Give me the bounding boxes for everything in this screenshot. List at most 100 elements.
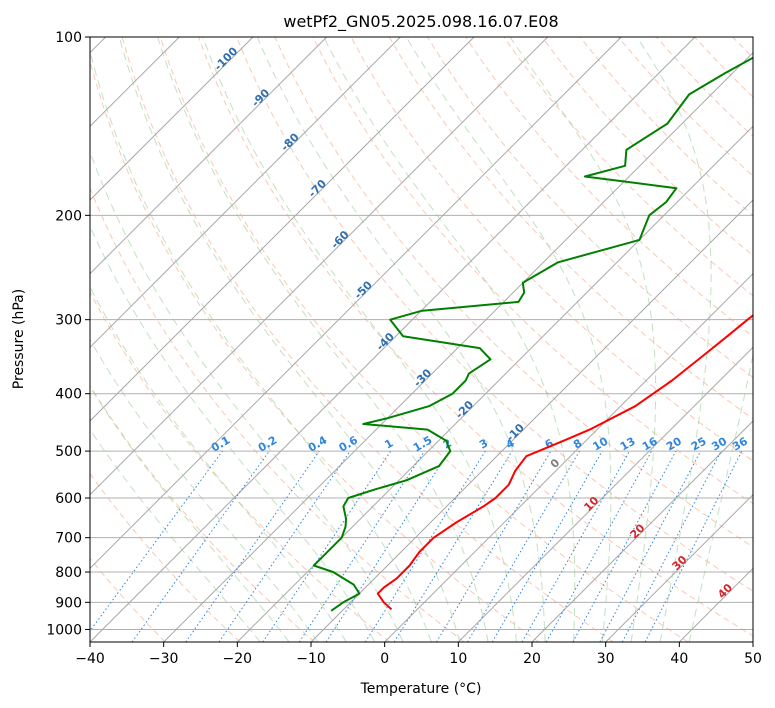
isotherm-label: -80	[279, 130, 302, 153]
moist-adiabat-line	[509, 37, 657, 642]
dry-adiabat-line	[236, 37, 753, 592]
dry-adiabat-line	[90, 291, 390, 642]
mixing-ratio-line	[218, 450, 351, 642]
y-axis-label: Pressure (hPa)	[11, 289, 27, 389]
isotherm-label: -30	[411, 366, 434, 389]
x-axis-ticks: −40 −30 −20 −10 0 10 20 30 40 50	[75, 642, 762, 667]
isotherm-label: -40	[374, 330, 397, 353]
x-tick-label: 30	[597, 651, 615, 667]
isotherm-line	[310, 199, 753, 642]
mixing-ratio-line	[435, 450, 552, 642]
isotherm-line	[90, 37, 254, 201]
dry-adiabat-line	[121, 37, 614, 642]
mixing-ratio-line	[644, 450, 743, 642]
x-tick-label: −30	[149, 651, 179, 667]
isotherm-line	[236, 125, 753, 642]
dry-adiabat-line	[732, 37, 753, 59]
moist-adiabat-line	[636, 37, 712, 642]
isotherm-line	[531, 420, 753, 642]
plot-frame	[89, 36, 754, 643]
mixing-ratio-label: 3	[477, 437, 490, 452]
isotherm-label: 40	[715, 581, 735, 601]
x-tick-label: 20	[523, 651, 541, 667]
mixing-ratio-label: 1	[382, 437, 395, 452]
temperature-profile-line	[376, 314, 753, 611]
x-tick-label: 50	[744, 651, 762, 667]
dry-adiabat-line	[90, 472, 241, 642]
dry-adiabat-line	[656, 37, 753, 138]
moist-adiabat-line	[90, 49, 432, 642]
moist-adiabat-line	[90, 338, 319, 642]
mixing-ratio-line	[545, 450, 653, 642]
isotherm-line	[90, 37, 475, 422]
dry-adiabat-line	[771, 37, 775, 642]
x-tick-label: −40	[75, 651, 105, 667]
dry-adiabat-line	[426, 37, 753, 378]
dry-adiabat-line	[90, 59, 540, 642]
line-annotations: -100-90-80-70-60-50-40-30-20-10010203040…	[209, 44, 750, 601]
y-tick-label: 1000	[46, 622, 82, 638]
moist-adiabat-line	[323, 37, 576, 642]
isotherm-label: -70	[306, 177, 329, 200]
dry-adiabat-line	[90, 384, 316, 642]
isotherm-label: -100	[212, 44, 241, 73]
y-tick-label: 800	[55, 565, 82, 581]
mixing-ratio-line	[599, 450, 701, 642]
isotherm-label: -50	[352, 278, 375, 301]
dry-adiabat-line	[465, 37, 753, 338]
mixing-ratio-line	[185, 450, 320, 642]
isotherm-label: 0	[548, 456, 563, 471]
isotherm-line	[90, 37, 696, 642]
background-lines	[90, 37, 775, 642]
isotherm-line	[678, 567, 753, 642]
y-tick-label: 300	[55, 313, 82, 329]
moist-adiabat-line	[688, 352, 753, 642]
mixing-ratio-line	[325, 450, 450, 642]
y-tick-label: 900	[55, 595, 82, 611]
moist-adiabat-line	[202, 37, 517, 642]
mixing-ratio-line	[621, 450, 722, 642]
moist-adiabat-line	[157, 37, 489, 642]
x-axis-label: Temperature (°C)	[360, 681, 482, 697]
chart-title: wetPf2_GN05.2025.098.16.07.E08	[283, 12, 558, 32]
y-tick-label: 600	[55, 491, 82, 507]
y-axis-ticks: 100 200 300 400 500 600 700 800 900 1000	[46, 30, 90, 638]
x-tick-label: 10	[449, 651, 467, 667]
x-tick-label: 0	[380, 651, 389, 667]
isotherm-label: 10	[581, 494, 601, 514]
dry-adiabat-line	[503, 37, 753, 297]
isotherm-label: -20	[453, 398, 476, 421]
y-tick-label: 200	[55, 208, 82, 224]
isotherm-line	[90, 37, 328, 275]
dewpoint-profile-line	[312, 56, 753, 612]
mixing-ratio-line	[90, 450, 223, 632]
data-series	[312, 56, 753, 612]
dry-adiabat-line	[274, 37, 753, 548]
mixing-ratio-line	[131, 450, 270, 642]
mixing-ratio-line	[393, 450, 513, 642]
isotherm-line	[457, 346, 753, 642]
isotherm-line	[90, 37, 401, 349]
x-tick-label: −20	[223, 651, 253, 667]
moist-adiabat-line	[90, 225, 376, 642]
y-tick-label: 100	[55, 30, 82, 46]
isotherm-line	[90, 37, 549, 496]
dry-adiabat-line	[541, 37, 753, 257]
moist-adiabat-line	[90, 385, 290, 642]
dry-adiabat-line	[350, 37, 753, 462]
moist-adiabat-line	[256, 37, 546, 642]
dry-adiabat-line	[159, 37, 689, 642]
moist-adiabat-line	[405, 37, 612, 642]
isotherm-line	[90, 37, 622, 570]
isotherm-line	[752, 641, 753, 642]
mixing-ratio-line	[467, 450, 580, 642]
isotherm-line	[384, 272, 753, 642]
y-tick-label: 700	[55, 531, 82, 547]
x-tick-label: 40	[670, 651, 688, 667]
dry-adiabat-line	[694, 37, 753, 98]
dry-adiabat-line	[312, 37, 753, 505]
x-tick-label: −10	[296, 651, 326, 667]
isotherm-label: -90	[249, 86, 272, 109]
moist-adiabat-line	[90, 286, 347, 642]
